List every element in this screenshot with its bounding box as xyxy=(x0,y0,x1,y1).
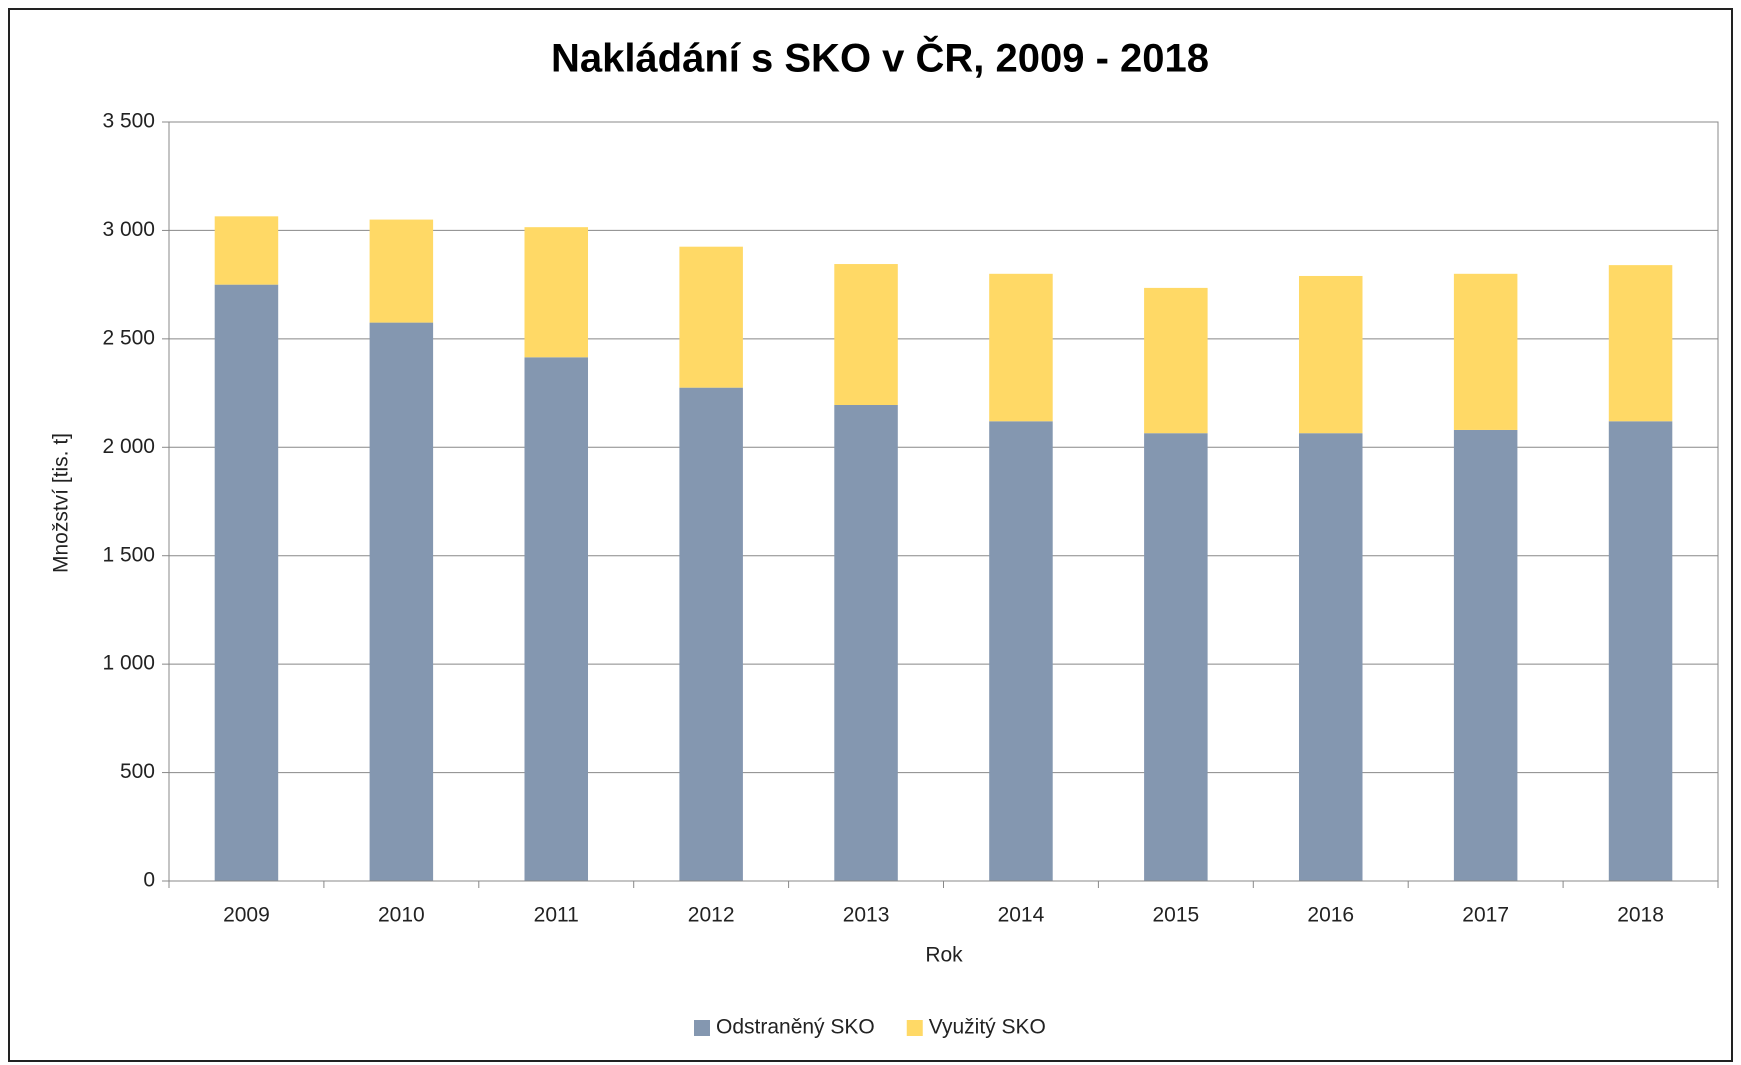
bar xyxy=(214,284,279,882)
y-axis-label: Množství [tis. t] xyxy=(50,433,73,573)
bar xyxy=(369,322,434,881)
y-tick-label: 2 500 xyxy=(102,326,155,349)
x-tick-label: 2018 xyxy=(1617,904,1664,927)
y-tick-label: 3 000 xyxy=(102,218,155,241)
bar xyxy=(1298,275,1363,434)
y-tick-label: 1 000 xyxy=(102,652,155,675)
x-tick-label: 2017 xyxy=(1462,904,1509,927)
legend-label: Využitý SKO xyxy=(929,1016,1046,1039)
legend-label: Odstraněný SKO xyxy=(716,1016,875,1039)
y-tick-label: 500 xyxy=(120,760,155,783)
bar xyxy=(1298,433,1363,881)
bar xyxy=(1608,265,1673,422)
bar xyxy=(1453,429,1518,881)
bar xyxy=(1144,287,1208,434)
x-axis-label: Rok xyxy=(925,944,963,967)
bar xyxy=(834,404,898,881)
y-tick-label: 3 500 xyxy=(102,110,155,133)
x-tick-label: 2011 xyxy=(534,904,579,927)
y-tick-label: 0 xyxy=(143,869,155,892)
bar xyxy=(369,219,434,323)
legend-swatch xyxy=(906,1020,923,1036)
bar xyxy=(989,421,1053,881)
chart-title: Nakládání s SKO v ČR, 2009 - 2018 xyxy=(551,35,1209,81)
y-tick-label: 2 000 xyxy=(102,435,155,458)
x-tick-label: 2010 xyxy=(378,904,425,927)
y-tick-label: 1 500 xyxy=(102,543,155,566)
x-tick-label: 2009 xyxy=(223,904,270,927)
bar xyxy=(679,387,743,881)
bar xyxy=(834,264,898,405)
bar xyxy=(989,273,1053,422)
bar xyxy=(1608,421,1673,881)
bar xyxy=(1144,433,1208,881)
bar xyxy=(524,227,589,358)
x-tick-label: 2012 xyxy=(688,904,735,927)
x-tick-label: 2016 xyxy=(1307,904,1354,927)
x-tick-label: 2013 xyxy=(843,904,890,927)
bar xyxy=(214,216,279,285)
x-tick-label: 2015 xyxy=(1152,904,1199,927)
legend-swatch xyxy=(694,1020,710,1036)
bar xyxy=(524,357,589,881)
bar xyxy=(1453,273,1518,430)
x-tick-label: 2014 xyxy=(998,904,1045,927)
bar xyxy=(679,246,743,388)
